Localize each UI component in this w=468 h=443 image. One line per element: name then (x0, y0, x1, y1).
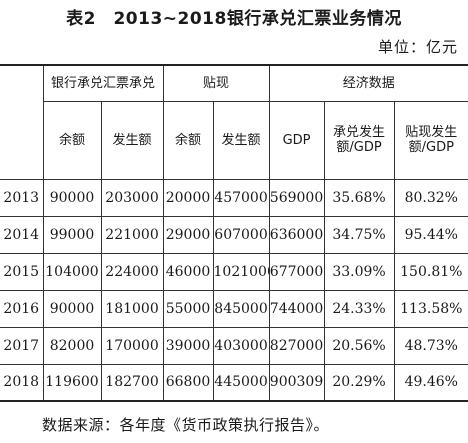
cell-gdp: 677000 (268, 252, 325, 291)
group-discount: 贴现 (162, 64, 270, 102)
cell-d-issuance: 1021000 (212, 252, 270, 291)
group-economic: 经济数据 (268, 64, 468, 102)
cell-year: 2014 (0, 215, 44, 254)
cell-d-balance: 29000 (162, 215, 214, 254)
col-accept-ratio: 承兑发生额/GDP (323, 100, 395, 180)
cell-d-balance: 55000 (162, 289, 214, 328)
cell-issuance: 181000 (100, 289, 164, 328)
cell-year: 2018 (0, 363, 44, 402)
cell-accept-ratio: 24.33% (323, 289, 395, 328)
cell-accept-ratio: 34.75% (323, 215, 395, 254)
cell-year: 2015 (0, 252, 44, 291)
cell-issuance: 203000 (100, 178, 164, 217)
cell-discount-ratio: 150.81% (393, 252, 468, 291)
cell-discount-ratio: 48.73% (393, 326, 468, 365)
unit-label: 单位：亿元 (377, 38, 458, 56)
cell-d-issuance: 403000 (212, 326, 270, 365)
cell-balance: 99000 (42, 215, 102, 254)
cell-gdp: 827000 (268, 326, 325, 365)
cell-accept-ratio: 20.29% (323, 363, 395, 402)
cell-discount-ratio: 80.32% (393, 178, 468, 217)
header-row-groups: 银行承兑汇票承兑 贴现 经济数据 (0, 64, 468, 180)
cell-accept-ratio: 33.09% (323, 252, 395, 291)
cell-accept-ratio: 35.68% (323, 178, 395, 217)
cell-d-issuance: 445000 (212, 363, 270, 402)
cell-issuance: 182700 (100, 363, 164, 402)
cell-d-issuance: 607000 (212, 215, 270, 254)
cell-year: 2013 (0, 178, 44, 217)
cell-balance: 90000 (42, 289, 102, 328)
cell-issuance: 221000 (100, 215, 164, 254)
col-discount-balance: 余额 (162, 100, 214, 180)
year-header (0, 64, 44, 180)
cell-discount-ratio: 49.46% (393, 363, 468, 402)
cell-gdp: 744000 (268, 289, 325, 328)
cell-discount-ratio: 95.44% (393, 215, 468, 254)
cell-balance: 82000 (42, 326, 102, 365)
source-note: 数据来源：各年度《货币政策执行报告》。 (42, 416, 330, 434)
cell-year: 2017 (0, 326, 44, 365)
cell-d-balance: 66800 (162, 363, 214, 402)
table-row: 2018 119600 182700 66800 445000 900309 20.29% 4… (0, 363, 468, 402)
table-row: 2014 99000 221000 29000 607000 636000 34.75% 95… (0, 215, 468, 254)
cell-gdp: 900309 (268, 363, 325, 402)
cell-d-balance: 20000 (162, 178, 214, 217)
col-discount-issuance: 发生额 (212, 100, 270, 180)
cell-gdp: 569000 (268, 178, 325, 217)
cell-issuance: 224000 (100, 252, 164, 291)
col-balance: 余额 (43, 100, 102, 180)
cell-gdp: 636000 (268, 215, 325, 254)
cell-d-balance: 39000 (162, 326, 214, 365)
col-gdp: GDP (268, 100, 325, 180)
cell-balance: 90000 (42, 178, 102, 217)
table-row: 2017 82000 170000 39000 403000 827000 20.56% 48… (0, 326, 468, 365)
cell-balance: 119600 (42, 363, 102, 402)
cell-balance: 104000 (42, 252, 102, 291)
group-bank-acceptance: 银行承兑汇票承兑 (42, 64, 164, 102)
table-row: 2013 90000 203000 20000 457000 569000 35.68% 80… (0, 178, 468, 217)
cell-d-issuance: 845000 (212, 289, 270, 328)
col-discount-ratio: 贴现发生额/GDP (393, 100, 468, 180)
table-row: 201510400022400046000102100067700033.09%… (0, 252, 468, 291)
cell-d-balance: 46000 (162, 252, 214, 291)
cell-year: 2016 (0, 289, 44, 328)
table-row: 2016 90000 181000 55000 845000 744000 24.33% 11… (0, 289, 468, 328)
cell-issuance: 170000 (100, 326, 164, 365)
table-title: 表2 2013~2018银行承兑汇票业务情况 (66, 9, 402, 29)
data-table: 银行承兑汇票承兑 贴现 经济数据 余额 发生额 余额 发生额 GDP 承兑发生额… (0, 64, 468, 402)
cell-discount-ratio: 113.58% (393, 289, 468, 328)
cell-accept-ratio: 20.56% (323, 326, 395, 365)
cell-d-issuance: 457000 (212, 178, 270, 217)
header-row-columns: 余额 发生额 余额 发生额 GDP 承兑发生额/GDP 贴现发生额/GDP (0, 100, 468, 180)
col-issuance: 发生额 (100, 100, 164, 180)
